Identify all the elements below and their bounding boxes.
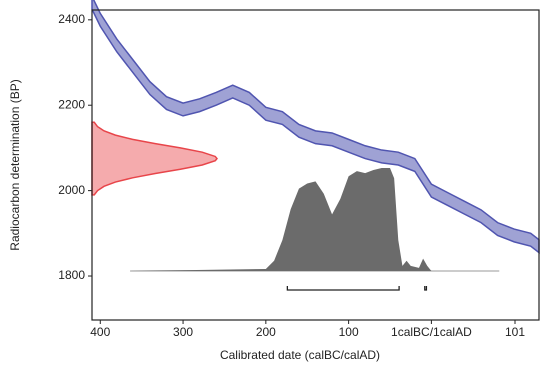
x-tick-label: 1calBC/1calAD — [391, 325, 472, 339]
x-tick-label: 101 — [505, 325, 525, 339]
range-bracket — [286, 286, 400, 291]
x-tick-label: 400 — [90, 325, 110, 339]
probability-distribution — [130, 168, 500, 271]
y-tick-label: 1800 — [58, 268, 85, 282]
range-bracket — [424, 286, 428, 291]
y-tick-label: 2200 — [58, 97, 85, 111]
x-tick-label: 200 — [256, 325, 276, 339]
x-tick-label: 300 — [173, 325, 193, 339]
y-tick-label: 2400 — [58, 12, 85, 26]
y-tick-label: 2000 — [58, 183, 85, 197]
y-axis-label: Radiocarbon determination (BP) — [8, 79, 22, 250]
x-axis-label: Calibrated date (calBC/calAD) — [220, 348, 380, 362]
x-tick-label: 100 — [339, 325, 359, 339]
plot-frame — [91, 9, 540, 321]
measurement-distribution — [91, 121, 218, 196]
